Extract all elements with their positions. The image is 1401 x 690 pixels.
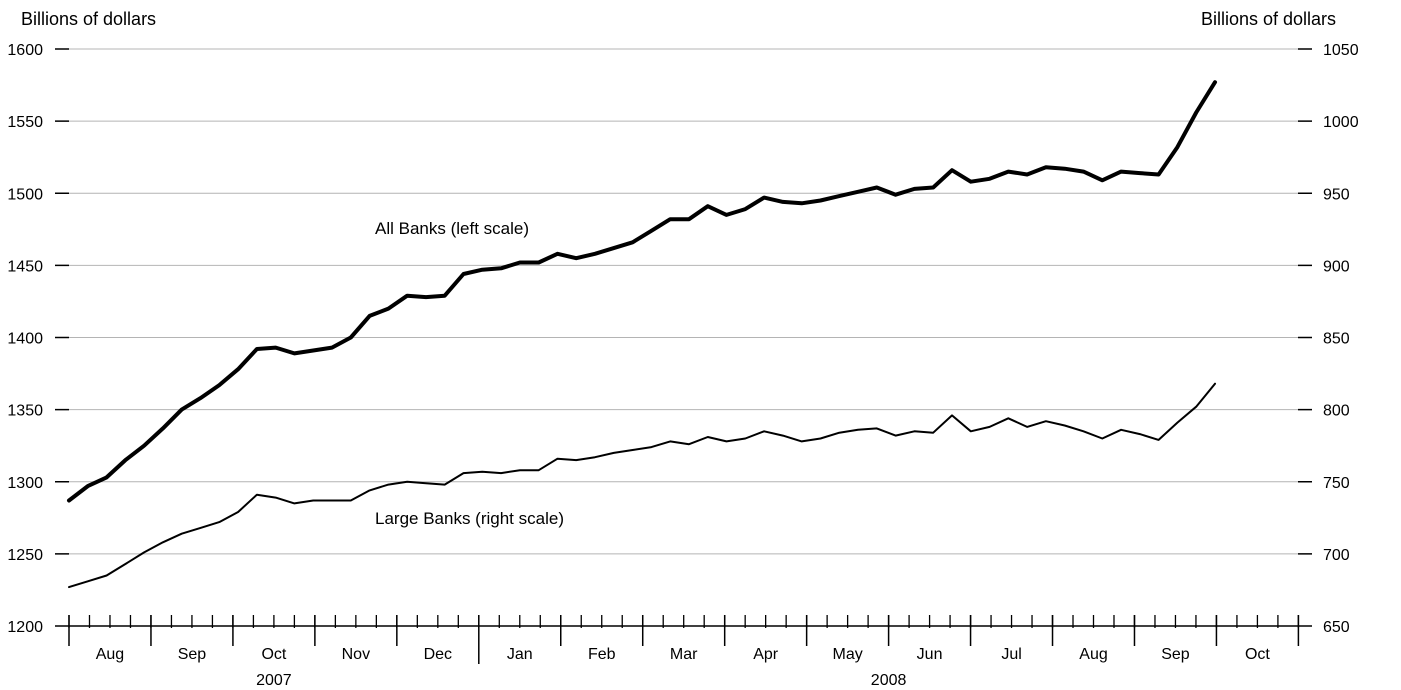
left-tick-label: 1250 xyxy=(7,547,43,564)
left-tick-label: 1300 xyxy=(7,475,43,492)
right-axis-unit-label: Billions of dollars xyxy=(1200,9,1336,29)
right-tick-label: 700 xyxy=(1323,547,1350,564)
series-labels: All Banks (left scale) Large Banks (right… xyxy=(375,219,564,528)
right-tick-label: 900 xyxy=(1323,258,1350,275)
month-label: Dec xyxy=(424,646,452,663)
month-label: Aug xyxy=(96,646,124,663)
month-label: Sep xyxy=(1161,646,1190,663)
month-label: May xyxy=(833,646,863,663)
month-label: Feb xyxy=(588,646,616,663)
right-tick-label: 1000 xyxy=(1323,114,1359,131)
left-tick-label: 1200 xyxy=(7,619,43,636)
month-label: Jan xyxy=(507,646,533,663)
right-tick-label: 750 xyxy=(1323,475,1350,492)
large-banks-line xyxy=(68,382,1216,589)
left-tick-label: 1350 xyxy=(7,403,43,420)
left-tick-label: 1400 xyxy=(7,331,43,348)
month-label: Apr xyxy=(753,646,779,663)
left-tick-label: 1500 xyxy=(7,186,43,203)
left-tick-label: 1550 xyxy=(7,114,43,131)
left-axis-unit-label: Billions of dollars xyxy=(21,9,157,29)
right-tick-label: 950 xyxy=(1323,186,1350,203)
right-axis: 650 700 750 800 850 900 950 1000 1050 xyxy=(1298,42,1359,636)
all-banks-line xyxy=(67,80,1217,503)
left-axis: 1200 1250 1300 1350 1400 1450 1500 1550 1600 xyxy=(7,42,69,636)
month-label: Jun xyxy=(917,646,943,663)
year-label: 2007 xyxy=(256,672,292,689)
series-lines xyxy=(67,80,1217,589)
all-banks-series-label: All Banks (left scale) xyxy=(375,219,529,238)
month-label: Sep xyxy=(178,646,207,663)
month-label: Mar xyxy=(670,646,698,663)
right-tick-label: 800 xyxy=(1323,403,1350,420)
month-label: Jul xyxy=(1001,646,1021,663)
month-label: Oct xyxy=(261,646,286,663)
x-axis: Aug Sep Oct Nov Dec Jan Feb Mar Apr May Jun Jul Aug S… xyxy=(68,615,1300,689)
month-label: Aug xyxy=(1079,646,1107,663)
right-tick-label: 1050 xyxy=(1323,42,1359,59)
right-tick-label: 650 xyxy=(1323,619,1350,636)
month-label: Oct xyxy=(1245,646,1270,663)
left-tick-label: 1600 xyxy=(7,42,43,59)
gridlines xyxy=(69,48,1298,555)
year-label: 2008 xyxy=(871,672,907,689)
right-tick-label: 850 xyxy=(1323,331,1350,348)
left-tick-label: 1450 xyxy=(7,258,43,275)
month-label: Nov xyxy=(342,646,370,663)
large-banks-series-label: Large Banks (right scale) xyxy=(375,509,564,528)
